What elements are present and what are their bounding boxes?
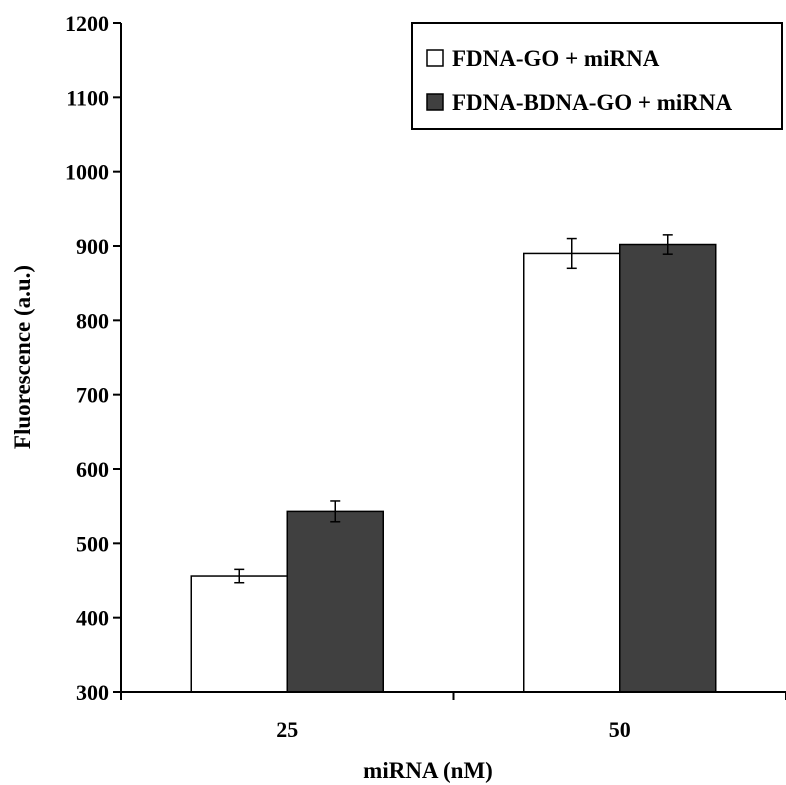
legend-box (411, 22, 783, 130)
tick-labels: 300 400 500 600 700 800 900 1000 1100 1200 25 50 (65, 11, 631, 742)
y-tick-label: 1200 (65, 11, 109, 36)
y-tick-label: 500 (76, 531, 109, 556)
y-tick-label: 1000 (65, 160, 109, 185)
bar-series-1-25 (190, 575, 288, 693)
bars (190, 243, 717, 693)
legend-label-series-2: FDNA-BDNA-GO + miRNA (452, 90, 733, 115)
y-tick-label: 1100 (66, 85, 109, 110)
error-bars (234, 234, 673, 584)
legend-swatch-series-1 (426, 49, 444, 67)
y-tick-label: 900 (76, 234, 109, 259)
y-tick-label: 600 (76, 457, 109, 482)
bar-series-2-25 (286, 510, 384, 693)
y-tick-label: 300 (76, 680, 109, 705)
x-tick-label-50: 50 (609, 717, 631, 742)
legend: FDNA-GO + miRNA FDNA-BDNA-GO + miRNA (411, 22, 783, 130)
x-tick-label-25: 25 (276, 717, 298, 742)
x-axis-title: miRNA (nM) (363, 758, 493, 783)
y-tick-label: 400 (76, 606, 109, 631)
y-tick-label: 700 (76, 383, 109, 408)
legend-swatch-series-2 (426, 93, 444, 111)
legend-label-series-1: FDNA-GO + miRNA (452, 46, 660, 71)
y-axis-title: Fluorescence (a.u.) (10, 265, 35, 449)
bar-series-2-50 (619, 243, 717, 693)
axes (113, 22, 786, 700)
bar-series-1-50 (523, 252, 621, 693)
y-tick-label: 800 (76, 308, 109, 333)
